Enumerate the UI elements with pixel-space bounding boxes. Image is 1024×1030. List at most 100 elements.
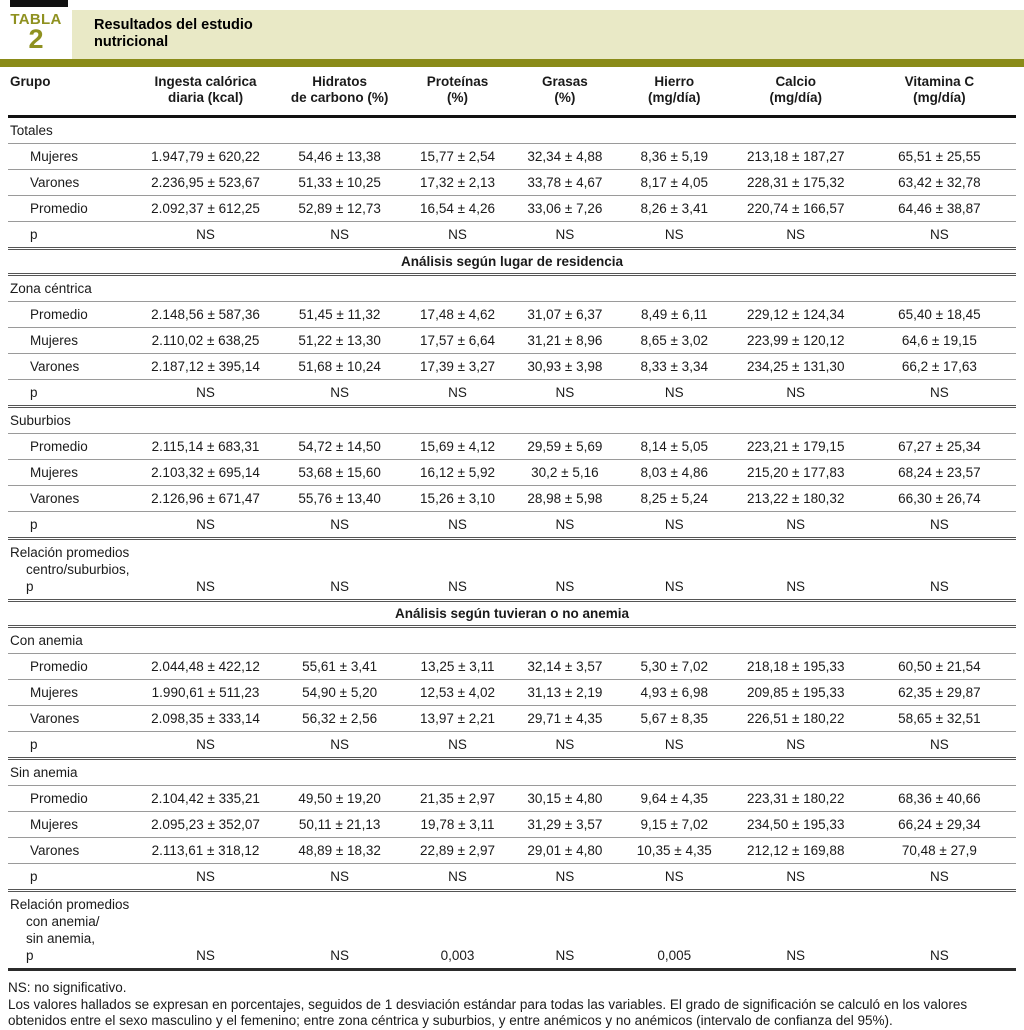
row-label: Varones — [8, 353, 138, 380]
value-cell: 54,90 ± 5,20 — [274, 679, 406, 706]
value-cell: NS — [274, 890, 406, 971]
value-cell: 68,24 ± 23,57 — [862, 459, 1016, 486]
value-cell: 12,53 ± 4,02 — [405, 679, 510, 706]
table-row: Análisis según lugar de residencia — [8, 248, 1016, 276]
value-cell: 2.044,48 ± 422,12 — [137, 653, 275, 680]
value-cell: NS — [509, 731, 620, 760]
value-cell: 228,31 ± 175,32 — [728, 169, 863, 196]
value-cell: 15,26 ± 3,10 — [405, 485, 510, 512]
value-cell: NS — [137, 221, 275, 250]
value-cell: 223,21 ± 179,15 — [728, 433, 863, 460]
value-cell: NS — [509, 379, 620, 408]
value-cell: 8,03 ± 4,86 — [619, 459, 729, 486]
value-cell: 65,40 ± 18,45 — [862, 301, 1016, 328]
value-cell: 31,21 ± 8,96 — [509, 327, 620, 354]
value-cell: 15,77 ± 2,54 — [405, 143, 510, 170]
value-cell: NS — [728, 221, 863, 250]
table-row: Varones 2.126,96 ± 671,47 55,76 ± 13,40 15,… — [8, 485, 1016, 512]
value-cell: 8,26 ± 3,41 — [619, 195, 729, 222]
value-cell: 64,6 ± 19,15 — [862, 327, 1016, 354]
column-header: Hidratos de carbono (%) — [274, 67, 406, 118]
value-cell: NS — [405, 863, 510, 892]
value-cell: 2.148,56 ± 587,36 — [137, 301, 275, 328]
value-cell: NS — [619, 511, 729, 540]
table-row: Análisis según tuvieran o no anemia — [8, 600, 1016, 628]
table-header-band: TABLA 2 Resultados del estudio nutricion… — [0, 0, 1024, 67]
table-row: Mujeres 1.990,61 ± 511,23 54,90 ± 5,20 12,5… — [8, 679, 1016, 706]
value-cell: 29,01 ± 4,80 — [509, 837, 620, 864]
olive-rule — [0, 59, 1024, 67]
value-cell: 2.113,61 ± 318,12 — [137, 837, 275, 864]
table-row: Promedio 2.115,14 ± 683,31 54,72 ± 14,50 15… — [8, 433, 1016, 460]
value-cell: 10,35 ± 4,35 — [619, 837, 729, 864]
value-cell: 8,33 ± 3,34 — [619, 353, 729, 380]
table-row: Relación promedios con anemia/sin anemia,… — [8, 890, 1016, 971]
value-cell: NS — [274, 731, 406, 760]
row-label: Relación promedios centro/suburbios, p — [8, 538, 138, 602]
value-cell: NS — [274, 511, 406, 540]
badge-top-rule — [10, 0, 68, 7]
value-cell: NS — [137, 538, 275, 602]
value-cell: NS — [274, 538, 406, 602]
value-cell: NS — [862, 511, 1016, 540]
table-row: Totales — [8, 116, 1016, 144]
value-cell: 212,12 ± 169,88 — [728, 837, 863, 864]
value-cell: 56,32 ± 2,56 — [274, 705, 406, 732]
value-cell: NS — [274, 863, 406, 892]
footnote-methods: Los valores hallados se expresan en porc… — [8, 996, 968, 1029]
row-label: p — [8, 379, 138, 408]
table-row: Promedio 2.092,37 ± 612,25 52,89 ± 12,73 16… — [8, 195, 1016, 222]
value-cell: NS — [405, 221, 510, 250]
value-cell: NS — [619, 538, 729, 602]
value-cell: 32,14 ± 3,57 — [509, 653, 620, 680]
value-cell: 55,76 ± 13,40 — [274, 485, 406, 512]
column-header-row: Grupo Ingesta calórica diaria (kcal) Hidrat… — [8, 67, 1016, 118]
value-cell: 48,89 ± 18,32 — [274, 837, 406, 864]
row-label: Promedio — [8, 433, 138, 460]
row-label: Mujeres — [8, 811, 138, 838]
table-row: Mujeres 2.095,23 ± 352,07 50,11 ± 21,13 19,… — [8, 811, 1016, 838]
value-cell: 19,78 ± 3,11 — [405, 811, 510, 838]
section-header: Suburbios — [8, 406, 1016, 434]
value-cell: 0,005 — [619, 890, 729, 971]
value-cell: NS — [405, 511, 510, 540]
value-cell: 64,46 ± 38,87 — [862, 195, 1016, 222]
row-label: Promedio — [8, 195, 138, 222]
row-label: Relación promedios con anemia/sin anemia,… — [8, 890, 138, 971]
value-cell: NS — [509, 863, 620, 892]
table-row: Varones 2.236,95 ± 523,67 51,33 ± 10,25 17,… — [8, 169, 1016, 196]
tabla-number: 2 — [28, 24, 44, 54]
value-cell: 22,89 ± 2,97 — [405, 837, 510, 864]
value-cell: 33,06 ± 7,26 — [509, 195, 620, 222]
value-cell: NS — [137, 863, 275, 892]
value-cell: 16,54 ± 4,26 — [405, 195, 510, 222]
value-cell: NS — [619, 863, 729, 892]
value-cell: 51,45 ± 11,32 — [274, 301, 406, 328]
value-cell: 66,24 ± 29,34 — [862, 811, 1016, 838]
value-cell: 17,57 ± 6,64 — [405, 327, 510, 354]
value-cell: NS — [862, 221, 1016, 250]
value-cell: NS — [509, 511, 620, 540]
value-cell: 220,74 ± 166,57 — [728, 195, 863, 222]
value-cell: 4,93 ± 6,98 — [619, 679, 729, 706]
value-cell: NS — [862, 863, 1016, 892]
value-cell: 5,30 ± 7,02 — [619, 653, 729, 680]
value-cell: 62,35 ± 29,87 — [862, 679, 1016, 706]
row-label: p — [8, 511, 138, 540]
value-cell: 2.095,23 ± 352,07 — [137, 811, 275, 838]
column-header: Hierro (mg/día) — [619, 67, 729, 118]
value-cell: 234,50 ± 195,33 — [728, 811, 863, 838]
value-cell: 51,68 ± 10,24 — [274, 353, 406, 380]
row-label: p — [8, 221, 138, 250]
value-cell: 2.110,02 ± 638,25 — [137, 327, 275, 354]
value-cell: 67,27 ± 25,34 — [862, 433, 1016, 460]
value-cell: 9,64 ± 4,35 — [619, 785, 729, 812]
value-cell: 21,35 ± 2,97 — [405, 785, 510, 812]
value-cell: 5,67 ± 8,35 — [619, 705, 729, 732]
table-row: Varones 2.113,61 ± 318,12 48,89 ± 18,32 22,… — [8, 837, 1016, 864]
value-cell: 54,46 ± 13,38 — [274, 143, 406, 170]
table-body: Totales Mujeres 1.947,79 ± 620,22 54,46 ± 1… — [8, 116, 1016, 971]
value-cell: 50,11 ± 21,13 — [274, 811, 406, 838]
table-row: Promedio 2.148,56 ± 587,36 51,45 ± 11,32 17… — [8, 301, 1016, 328]
value-cell: NS — [619, 221, 729, 250]
